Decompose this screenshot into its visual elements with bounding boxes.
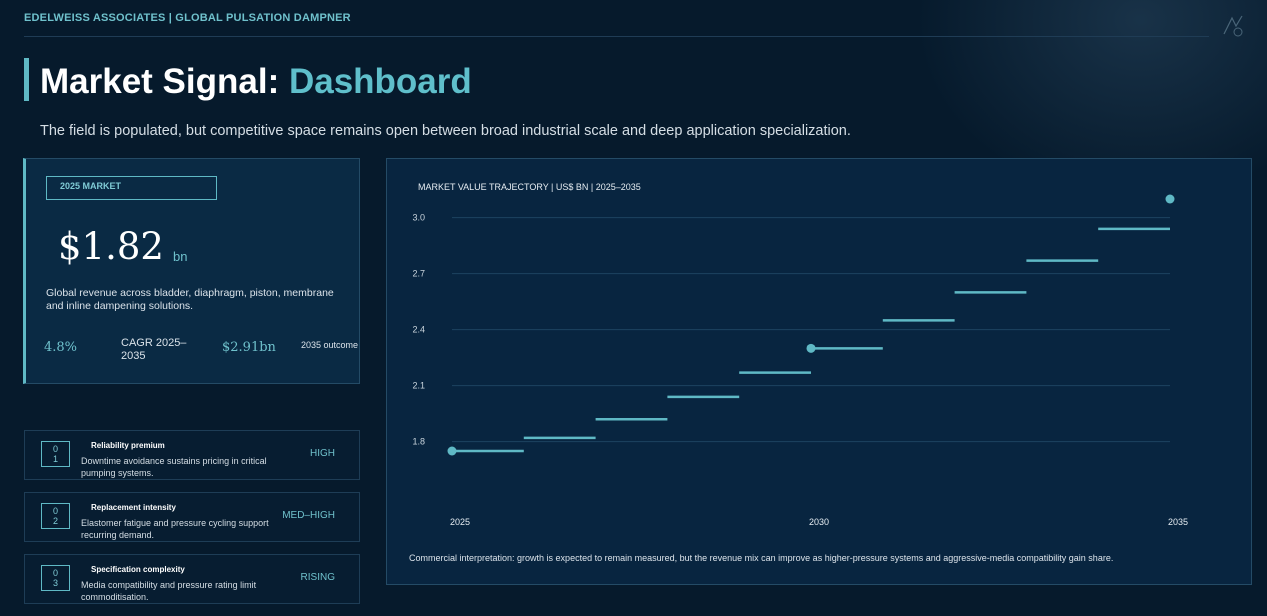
outcome-value: $2.91bn <box>222 340 276 355</box>
driver-level: RISING <box>300 572 335 583</box>
page-title-main: Market Signal: <box>40 62 289 101</box>
driver-number-top: 0 <box>52 506 58 516</box>
corner-decoration-icon <box>1223 15 1243 37</box>
driver-description: Media compatibility and pressure rating … <box>81 580 257 602</box>
driver-number-bottom: 2 <box>52 516 58 526</box>
driver-number-bottom: 3 <box>52 578 58 588</box>
data-point <box>806 343 816 353</box>
outcome-label: 2035 outcome <box>301 340 359 350</box>
x-tick-label: 2030 <box>809 517 829 527</box>
market-description: Global revenue across bladder, diaphragm… <box>46 287 334 312</box>
driver-number-top: 0 <box>52 568 58 578</box>
data-point <box>1165 194 1175 204</box>
page-title: Market Signal: Dashboard <box>40 62 472 102</box>
chart-note: Commercial interpretation: growth is exp… <box>409 553 1114 563</box>
market-trajectory-chart: 1.8 2.1 2.4 2.7 3.0 2025 2030 2035 MARKET VALUE… <box>386 158 1252 585</box>
driver-title: Reliability premium <box>91 441 165 450</box>
cagr-value: 4.8% <box>44 340 78 355</box>
y-tick-label: 1.8 <box>412 437 425 447</box>
header-divider <box>24 36 1209 37</box>
driver-title: Specification complexity <box>91 565 185 574</box>
driver-level: HIGH <box>310 448 335 459</box>
x-tick-label: 2025 <box>450 517 470 527</box>
driver-number-top: 0 <box>52 444 58 454</box>
y-tick-label: 3.0 <box>412 213 425 223</box>
x-tick-label: 2035 <box>1168 517 1188 527</box>
chart-plot: 1.8 2.1 2.4 2.7 3.0 2025 2030 2035 <box>412 194 1188 527</box>
title-accent-bar <box>24 58 29 101</box>
driver-title: Replacement intensity <box>91 503 176 512</box>
chart-title: MARKET VALUE TRAJECTORY | US$ BN | 2025–… <box>418 182 641 192</box>
market-year-tag: 2025 MARKET <box>46 176 217 200</box>
data-point <box>447 446 457 456</box>
brand-header: EDELWEISS ASSOCIATES | GLOBAL PULSATION … <box>24 12 351 24</box>
y-tick-label: 2.1 <box>412 381 425 391</box>
page-subtitle: The field is populated, but competitive … <box>40 123 851 139</box>
market-summary-card: 2025 MARKET $1.82 bn Global revenue acro… <box>23 158 360 384</box>
y-tick-label: 2.7 <box>412 269 425 279</box>
page-title-highlight: Dashboard <box>288 62 472 101</box>
driver-description: Elastomer fatigue and pressure cycling s… <box>81 518 269 540</box>
cagr-label: CAGR 2025–2035 <box>121 337 187 362</box>
y-tick-label: 2.4 <box>412 325 425 335</box>
market-value-unit: bn <box>173 249 188 264</box>
driver-level: MED–HIGH <box>282 510 335 521</box>
driver-description: Downtime avoidance sustains pricing in c… <box>81 456 267 478</box>
driver-number-bottom: 1 <box>52 454 58 464</box>
market-value: $1.82 <box>58 225 164 268</box>
